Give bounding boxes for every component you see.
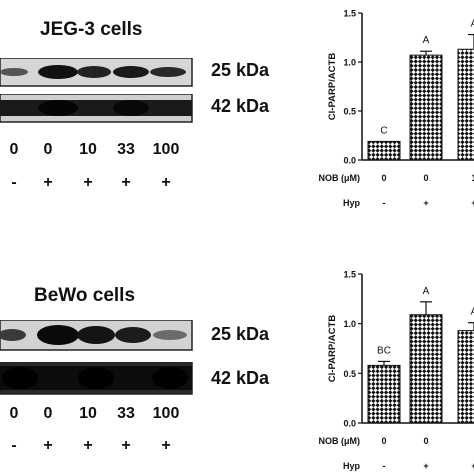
blot-band-actb-bewo <box>0 362 193 395</box>
marker-42kda-top: 42 kDa <box>211 96 270 116</box>
nob-row-label: NOB (μM) <box>319 173 361 183</box>
hyp-label: - <box>11 437 17 454</box>
hyp-value: + <box>423 461 428 471</box>
hyp-label: - <box>11 174 17 191</box>
hyp-label: + <box>83 174 93 191</box>
blot-band-cl-parp-bewo <box>0 320 193 351</box>
y-tick-label: 1.0 <box>343 319 356 329</box>
significance-letter: C <box>380 125 387 136</box>
dose-label: 0 <box>43 405 53 422</box>
dose-label: 0 <box>9 141 19 158</box>
blot-title-jeg3: JEG-3 cells <box>40 19 143 40</box>
hyp-label: + <box>43 174 53 191</box>
marker-25kda-bottom: 25 kDa <box>211 324 270 344</box>
nob-row-label: NOB (μM) <box>319 436 361 446</box>
bar <box>409 54 443 161</box>
bar-chart-jeg3: 0.0 0.5 1.0 1.5 Cl-PARP/ACTB C A A NOB (μM) Hyp 0 -… <box>319 9 474 208</box>
nob-value: 1 <box>471 173 474 183</box>
hyp-value: + <box>423 198 428 208</box>
marker-42kda-bottom: 42 kDa <box>211 368 270 388</box>
hyp-label: + <box>161 437 171 454</box>
hyp-label: + <box>43 437 53 454</box>
y-tick-label: 1.5 <box>343 9 356 19</box>
bar-chart-bewo: 0.0 0.5 1.0 1.5 Cl-PARP/ACTB BC A A NOB (μM) Hyp 0… <box>319 270 474 471</box>
y-tick-label: 1.5 <box>343 270 356 280</box>
hyp-value: + <box>471 461 474 471</box>
hyp-label: + <box>83 437 93 454</box>
significance-letter: A <box>471 19 474 30</box>
hyp-label: + <box>161 174 171 191</box>
bar <box>367 140 401 161</box>
dose-label: 0 <box>9 405 19 422</box>
y-tick-label: 0.0 <box>343 419 356 429</box>
dose-label: 0 <box>43 141 53 158</box>
hyp-label: + <box>121 437 131 454</box>
nob-value: 0 <box>381 436 386 446</box>
significance-letter: A <box>423 35 430 46</box>
bar <box>367 364 401 424</box>
blot-band-cl-parp-jeg3 <box>0 58 193 87</box>
hyp-label: + <box>121 174 131 191</box>
y-tick-label: 0.5 <box>343 369 356 379</box>
y-axis-title: Cl-PARP/ACTB <box>327 315 338 383</box>
significance-letter: A <box>423 286 430 297</box>
y-tick-label: 0.5 <box>343 107 356 117</box>
nob-value: 0 <box>381 173 386 183</box>
dose-label: 33 <box>117 141 135 158</box>
marker-25kda-top: 25 kDa <box>211 60 270 80</box>
dose-label: 10 <box>79 141 97 158</box>
significance-letter: A <box>471 307 474 318</box>
nob-value: 0 <box>423 436 428 446</box>
significance-letter: BC <box>377 345 391 356</box>
nob-value: 0 <box>423 173 428 183</box>
y-axis-title: Cl-PARP/ACTB <box>327 53 338 121</box>
dose-label: 100 <box>152 405 180 422</box>
bar <box>457 330 474 424</box>
dose-label: 33 <box>117 405 135 422</box>
bar <box>457 48 474 161</box>
hyp-value: - <box>383 461 386 471</box>
y-tick-label: 0.0 <box>343 156 356 166</box>
y-tick-label: 1.0 <box>343 58 356 68</box>
bar <box>409 314 443 424</box>
blot-title-bewo: BeWo cells <box>34 285 136 306</box>
hyp-row-label: Hyp <box>343 198 361 208</box>
hyp-value: - <box>383 198 386 208</box>
blot-band-actb-jeg3 <box>0 94 193 123</box>
hyp-value: + <box>471 198 474 208</box>
dose-label: 100 <box>152 141 180 158</box>
dose-label: 10 <box>79 405 97 422</box>
hyp-row-label: Hyp <box>343 461 361 471</box>
